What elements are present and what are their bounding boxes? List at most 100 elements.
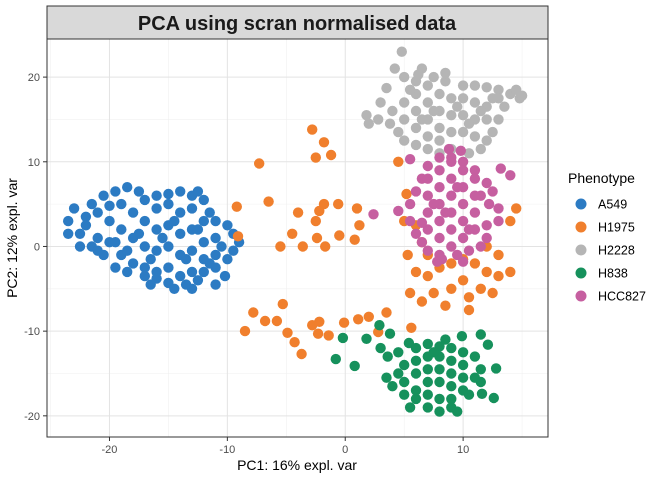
data-point xyxy=(410,122,422,134)
data-point xyxy=(389,63,400,74)
data-point xyxy=(422,389,433,400)
chart-title: PCA using scran normalised data xyxy=(138,13,457,35)
data-point xyxy=(463,148,475,159)
y-tick-label: 20 xyxy=(28,72,40,84)
data-point xyxy=(443,143,455,155)
data-point xyxy=(499,101,510,112)
data-point xyxy=(452,101,463,112)
data-point xyxy=(469,372,481,383)
legend-title: Phenotype xyxy=(568,170,635,186)
data-point xyxy=(204,258,215,269)
data-point xyxy=(469,190,481,201)
x-tick-label: -20 xyxy=(102,444,118,456)
data-point xyxy=(505,215,516,227)
data-point xyxy=(163,198,174,210)
legend-item-h1975: H1975 xyxy=(575,221,635,235)
data-point xyxy=(446,342,457,354)
data-point xyxy=(475,105,486,117)
data-point xyxy=(495,163,506,174)
data-point xyxy=(481,232,492,244)
data-point xyxy=(410,139,422,151)
legend-label: H1975 xyxy=(598,221,635,235)
data-point xyxy=(145,254,156,265)
data-point xyxy=(186,203,198,214)
data-point xyxy=(457,198,469,210)
data-point xyxy=(440,300,451,311)
data-point xyxy=(375,342,386,354)
data-point xyxy=(127,207,139,218)
data-point xyxy=(452,249,463,261)
data-point xyxy=(481,266,492,278)
data-point xyxy=(428,71,439,83)
data-point xyxy=(457,256,469,267)
y-tick-label: -10 xyxy=(24,326,40,338)
data-point xyxy=(434,364,445,375)
data-point xyxy=(349,234,360,245)
data-point xyxy=(446,126,457,138)
data-point xyxy=(151,190,162,201)
data-point xyxy=(198,215,209,227)
data-point xyxy=(446,393,457,405)
y-tick-label: 0 xyxy=(34,241,40,253)
data-point xyxy=(186,266,198,278)
data-point xyxy=(374,320,385,331)
data-point xyxy=(163,262,174,273)
data-point xyxy=(446,241,457,252)
data-point xyxy=(289,337,300,348)
data-point xyxy=(163,188,174,200)
data-point xyxy=(110,186,121,197)
data-point xyxy=(493,249,504,261)
legend-label: HCC827 xyxy=(598,290,646,304)
data-point xyxy=(422,80,433,91)
data-point xyxy=(292,207,304,218)
data-point xyxy=(446,381,457,392)
data-point xyxy=(404,154,416,165)
data-point xyxy=(351,203,363,214)
data-point xyxy=(463,245,475,256)
data-point xyxy=(457,372,469,383)
data-point xyxy=(74,241,86,252)
data-point xyxy=(446,156,457,167)
data-point xyxy=(436,254,448,265)
data-points xyxy=(62,46,528,417)
legend-key xyxy=(575,290,587,302)
legend-key xyxy=(575,267,587,279)
data-point xyxy=(307,124,318,135)
data-point xyxy=(210,249,221,261)
data-point xyxy=(133,228,145,239)
data-point xyxy=(314,205,325,217)
data-point xyxy=(169,283,180,294)
data-point xyxy=(455,145,466,156)
data-point xyxy=(452,182,463,193)
legend-item-h2228: H2228 xyxy=(575,244,635,258)
data-point xyxy=(416,114,428,125)
data-point xyxy=(434,406,445,417)
data-point xyxy=(481,177,492,189)
data-point xyxy=(175,207,186,218)
data-point xyxy=(428,347,439,358)
data-point xyxy=(333,198,344,210)
data-point xyxy=(404,84,416,96)
data-point xyxy=(139,270,150,282)
data-point xyxy=(413,69,424,80)
data-point xyxy=(488,392,499,404)
data-point xyxy=(434,393,445,405)
data-point xyxy=(446,110,457,121)
data-point xyxy=(104,200,115,211)
data-point xyxy=(410,393,422,405)
data-point xyxy=(457,275,469,286)
data-point xyxy=(338,317,350,328)
data-point xyxy=(475,364,486,375)
data-point xyxy=(122,182,133,193)
data-point xyxy=(192,186,204,197)
data-point xyxy=(363,311,374,322)
data-point xyxy=(481,135,492,146)
data-point xyxy=(446,355,457,366)
x-tick-label: 0 xyxy=(342,444,348,456)
series-hcc827 xyxy=(368,143,516,267)
legend-label: A549 xyxy=(598,198,627,212)
data-point xyxy=(175,228,186,239)
data-point xyxy=(157,232,168,244)
data-point xyxy=(416,296,428,307)
data-point xyxy=(219,270,231,282)
